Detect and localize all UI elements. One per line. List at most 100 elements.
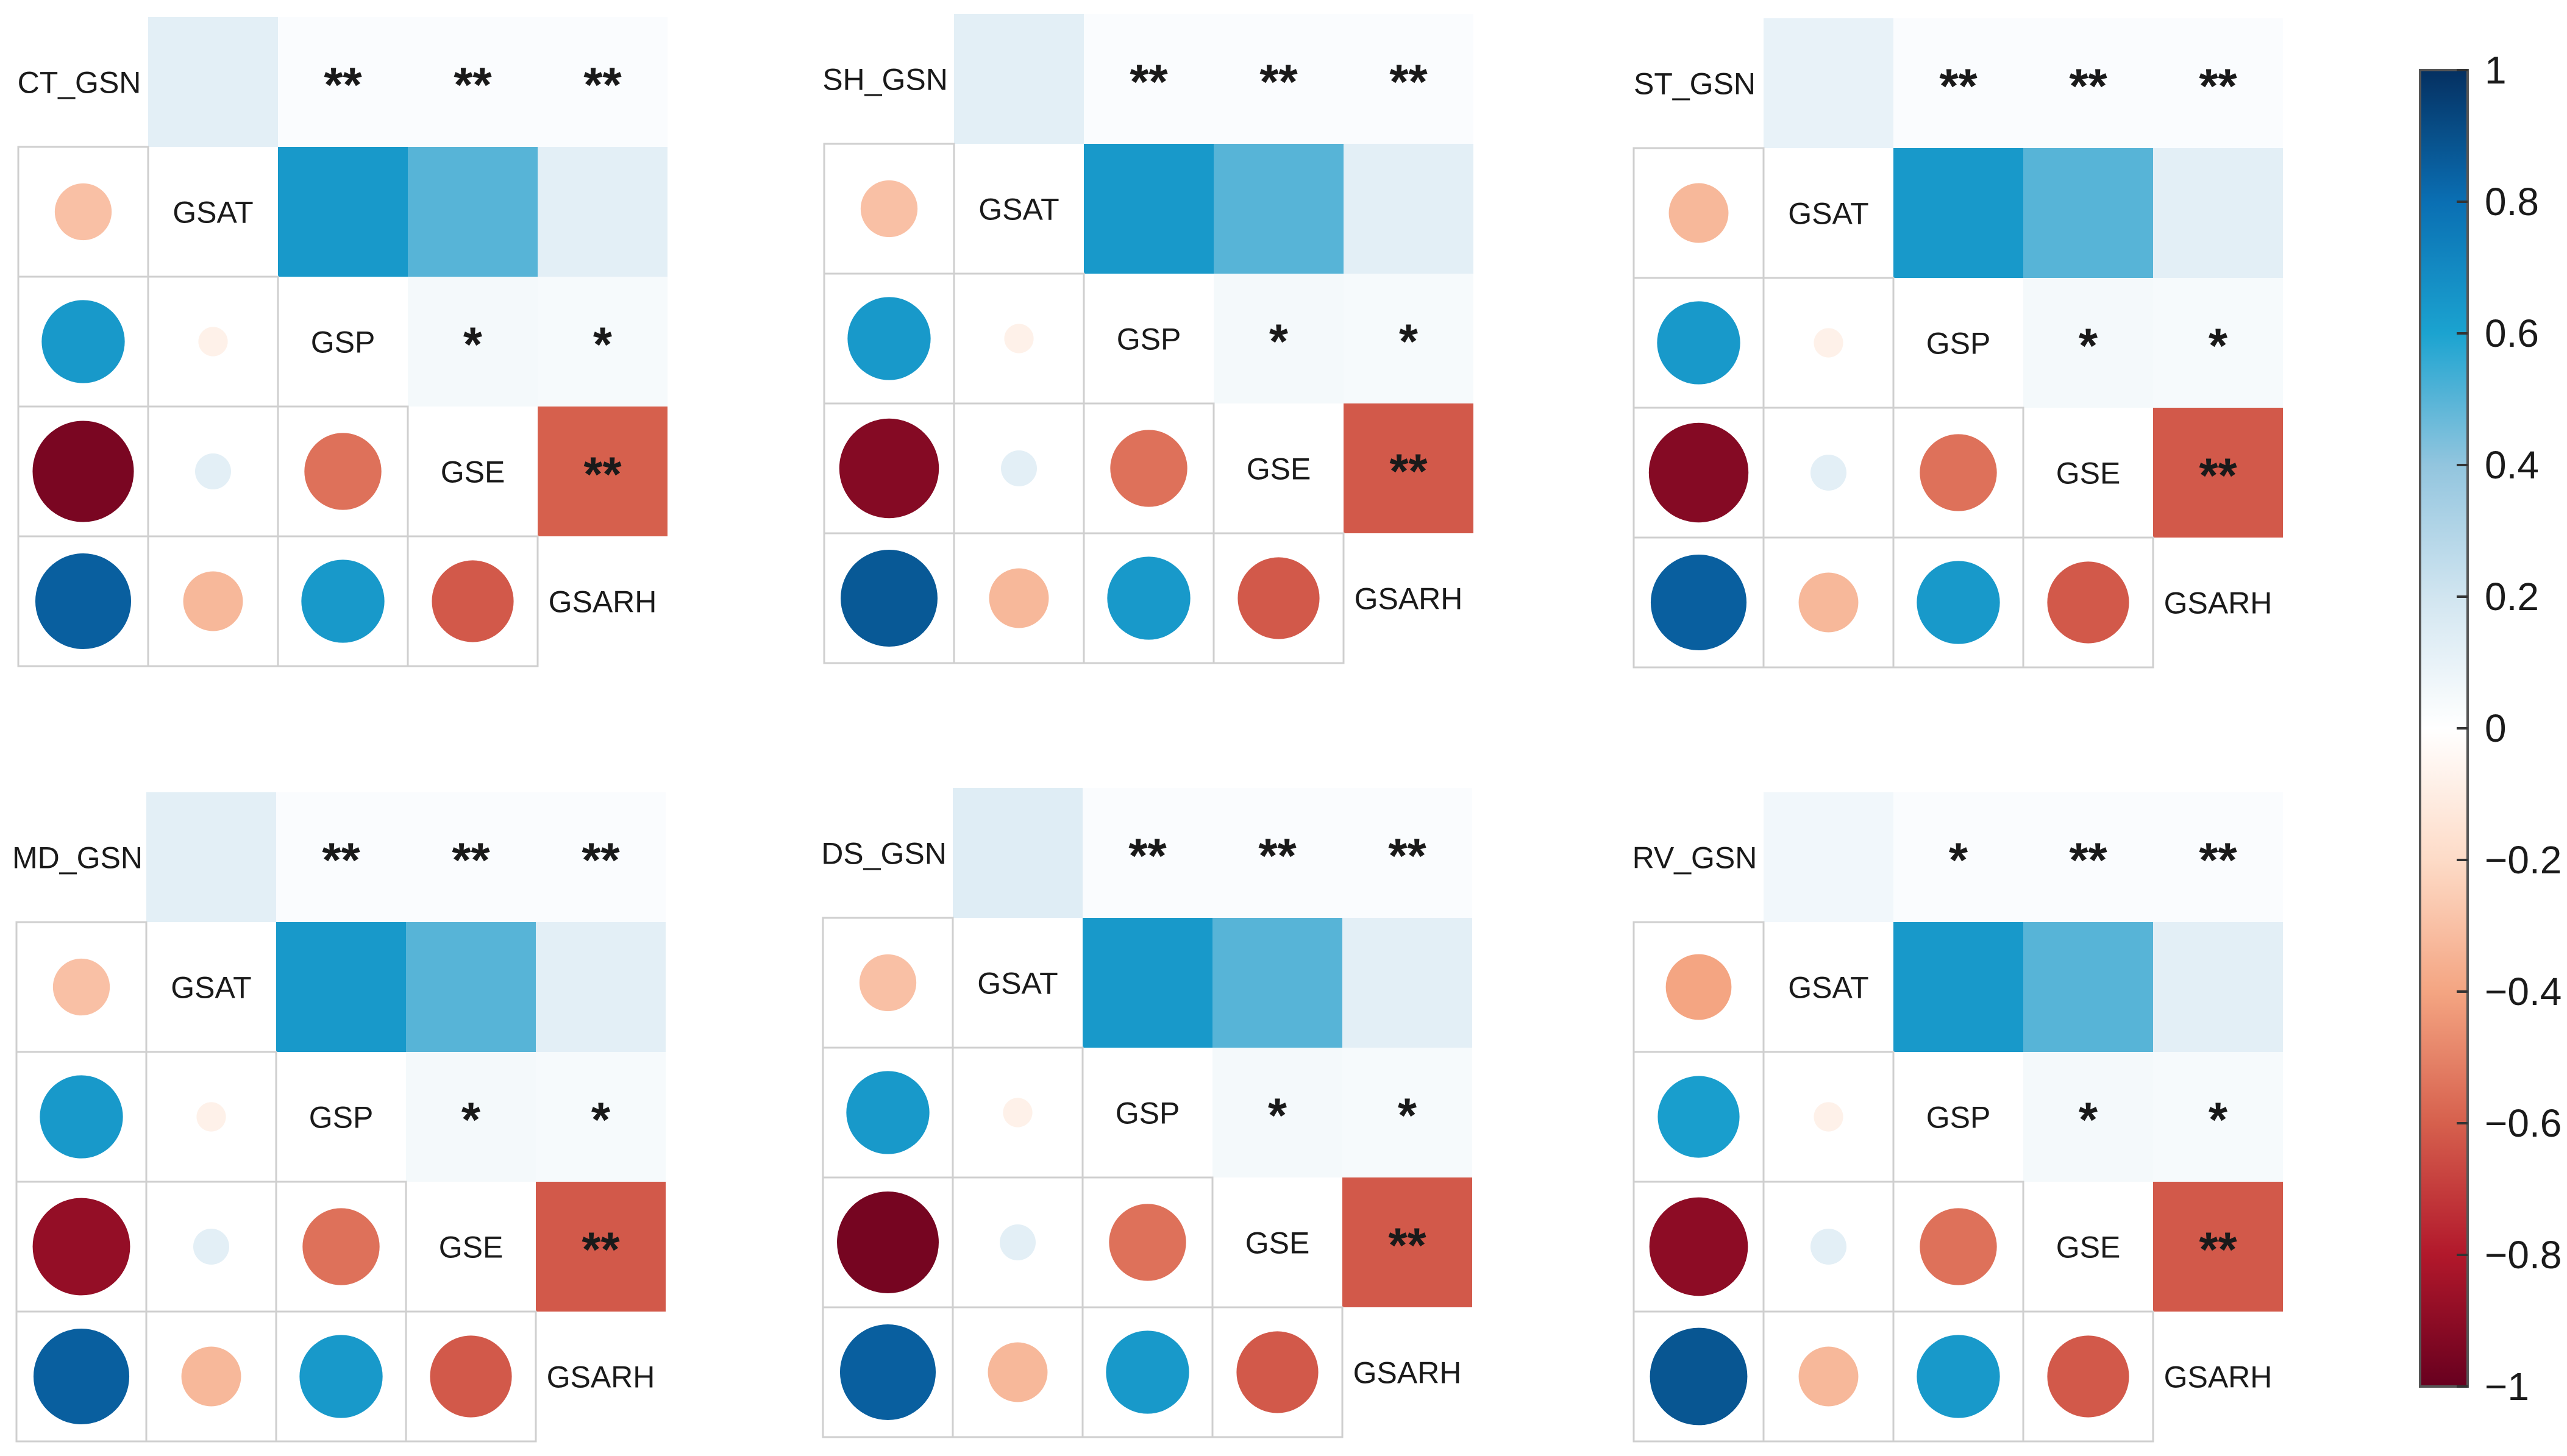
corr-circle (1650, 1327, 1748, 1426)
corr-square (2153, 18, 2283, 148)
corr-circle (989, 568, 1049, 628)
corr-circle (430, 1335, 512, 1418)
corr-square (2023, 922, 2153, 1052)
var-label-gsarh: GSARH (1355, 582, 1463, 616)
colorbar-tick-label: −0.4 (2485, 970, 2562, 1014)
corr-circle (1237, 557, 1320, 639)
corr-square (1344, 274, 1473, 403)
corr-circle (1106, 1330, 1189, 1414)
corr-square (408, 147, 538, 277)
corr-circle (1814, 1102, 1843, 1132)
significance-mark: ** (1939, 59, 1978, 113)
corr-circle (181, 1346, 241, 1407)
corr-square (2153, 408, 2283, 538)
panel-title: RV_GSN (1632, 841, 1757, 875)
significance-mark: ** (582, 1223, 620, 1277)
corr-circle (302, 1208, 380, 1285)
significance-mark: ** (2069, 59, 2107, 113)
corr-square (1764, 18, 1893, 148)
corr-square (2023, 792, 2153, 922)
corr-square (2153, 922, 2283, 1052)
corr-circle (35, 553, 132, 650)
significance-mark: ** (454, 58, 492, 112)
corr-circle (2047, 1335, 2129, 1418)
var-label-gsp: GSP (1116, 1096, 1180, 1131)
corr-circle (1107, 556, 1191, 640)
corr-square (1214, 144, 1344, 274)
corr-circle (1110, 430, 1187, 507)
var-label-gsat: GSAT (171, 971, 251, 1005)
significance-mark: * (1268, 1088, 1287, 1143)
lower-cell-border (2022, 1310, 2154, 1443)
var-label-gsat: GSAT (173, 196, 253, 230)
corr-circle (40, 1075, 123, 1159)
significance-mark: * (1399, 314, 1419, 369)
corr-circle (847, 297, 931, 380)
corr-circle (846, 1071, 930, 1154)
corr-square (406, 922, 536, 1052)
corr-square (1893, 18, 2023, 148)
significance-mark: ** (2199, 1223, 2237, 1277)
corr-circle (860, 180, 918, 238)
var-label-gsat: GSAT (977, 967, 1058, 1001)
corr-square (1342, 1048, 1472, 1177)
corr-circle (1917, 561, 2000, 644)
var-label-gse: GSE (1247, 452, 1311, 486)
lower-cell-border (407, 535, 539, 667)
lower-cell-border (2022, 536, 2154, 669)
colorbar: 1 0.8 0.6 0.4 0.2 0 −0.2 −0.4 −0.6 −0.8 −1 (2419, 48, 2562, 1408)
corr-circle (432, 560, 514, 642)
corr-square (1342, 788, 1472, 918)
corr-square (278, 17, 408, 147)
significance-mark: ** (1388, 1218, 1426, 1273)
corr-square (1342, 918, 1472, 1048)
corr-circle (1810, 454, 1847, 491)
panel-title: CT_GSN (18, 66, 141, 100)
significance-mark: * (2209, 1093, 2228, 1147)
corr-circle (33, 1328, 130, 1425)
corr-square (536, 792, 666, 922)
corr-circle (839, 418, 939, 519)
var-label-gse: GSE (441, 455, 505, 489)
var-label-gsarh: GSARH (2164, 586, 2273, 620)
corr-circle (1920, 434, 1997, 511)
corr-square (1893, 922, 2023, 1052)
corr-square (2023, 148, 2153, 278)
lower-cell-border (405, 1310, 537, 1443)
corr-circle (1000, 450, 1038, 487)
corr-square (1893, 792, 2023, 922)
corr-square (1342, 1177, 1472, 1307)
corr-circle (1810, 1228, 1847, 1265)
corr-square (1214, 274, 1344, 403)
corr-square (953, 788, 1083, 918)
corr-square (1083, 788, 1212, 918)
corr-square (1893, 148, 2023, 278)
significance-mark: * (1398, 1088, 1417, 1143)
significance-mark: ** (1389, 444, 1428, 499)
corr-square (2153, 278, 2283, 408)
var-label-gsarh: GSARH (549, 585, 657, 619)
corr-circle (841, 550, 938, 647)
corr-square (278, 147, 408, 277)
corr-square (146, 792, 276, 922)
corr-square (2023, 278, 2153, 408)
colorbar-tick-label: 0.2 (2485, 575, 2539, 619)
panel-title: ST_GSN (1634, 67, 1756, 101)
corr-circle (1798, 1346, 1859, 1407)
corr-square (2153, 1052, 2283, 1182)
var-label-gsp: GSP (1926, 1101, 1991, 1135)
colorbar-tick-label: 0 (2485, 706, 2507, 750)
corr-square (536, 922, 666, 1052)
var-label-gsp: GSP (1117, 322, 1181, 357)
significance-mark: ** (452, 833, 490, 887)
var-label-gsarh: GSARH (1353, 1356, 1462, 1390)
corr-circle (32, 421, 134, 522)
corr-circle (1814, 328, 1843, 358)
var-label-gse: GSE (1245, 1226, 1310, 1260)
significance-mark: ** (582, 833, 620, 887)
